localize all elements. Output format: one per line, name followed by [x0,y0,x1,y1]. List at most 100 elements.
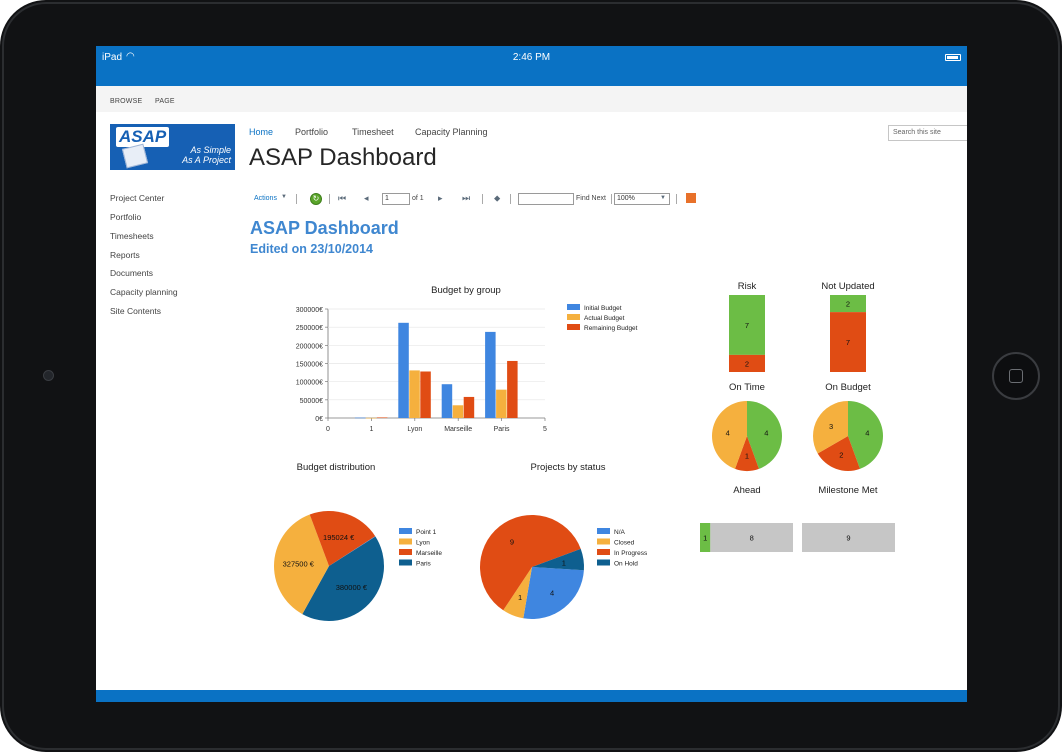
ahead-segment-label: 1 [703,534,707,543]
x-tick-label: 0 [326,426,330,433]
budget-legend-swatch-paris [399,559,412,566]
export-icon[interactable] [686,193,696,203]
status-legend-label-n-a: N/A [614,529,626,536]
bar-initial-budget-marseille [441,384,453,418]
side-nav-reports[interactable]: Reports [110,250,140,260]
actions-menu[interactable]: Actions [254,195,277,202]
back-to-parent-icon[interactable]: ⬥ [494,193,501,203]
budget-legend-swatch-point-1 [399,528,412,534]
on-time-slice-2 [712,401,747,469]
on-time-title: On Time [729,382,765,393]
logo-tagline-2: As A Project [182,155,231,165]
x-tick-label: Lyon [407,426,422,433]
not-updated-segment-0 [830,295,866,313]
budget-slice-label: 327500 € [283,560,315,569]
status-slice-n-a [523,567,584,619]
budget-legend-label-paris: Paris [416,561,432,568]
side-nav-documents[interactable]: Documents [110,268,153,278]
bar-remaining-budget-1 [376,417,388,419]
legend-swatch-actual-budget [567,314,580,320]
y-tick-label: 0€ [315,416,323,423]
toolbar-divider [510,194,511,204]
logo-word: ASAP [116,127,170,147]
page-count-label: of 1 [412,195,424,202]
find-next-link[interactable]: Find Next [576,195,606,202]
home-square-icon [1009,369,1023,383]
budget-slice-point-1 [329,536,376,566]
toolbar-divider [482,194,483,204]
bar-actual-budget-paris [496,389,507,418]
status-legend-label-closed: Closed [614,540,635,547]
side-nav-portfolio[interactable]: Portfolio [110,212,142,222]
ahead-segment-0 [700,523,711,552]
report-title: ASAP Dashboard [250,218,399,238]
clock: 2:46 PM [512,52,551,63]
not-updated-title: Not Updated [821,281,874,292]
top-nav-capacity-planning[interactable]: Capacity Planning [415,127,488,137]
top-nav-home[interactable]: Home [249,127,274,137]
y-tick-label: 250000€ [296,325,323,332]
status-bar: iPad ◠ 2:46 PM [96,46,967,86]
carrier-label: iPad [102,52,123,63]
bar-actual-budget-lyon [409,370,420,418]
status-legend-label-in-progress: In Progress [614,550,648,557]
budget-slice-paris [302,536,384,621]
page-title: ASAP Dashboard [249,144,437,171]
first-page-icon[interactable]: ⏮ [338,193,347,203]
status-slice-in-progress [480,515,581,611]
refresh-icon[interactable]: ↻ [310,193,322,205]
risk-segment-1 [729,354,765,372]
top-nav-portfolio[interactable]: Portfolio [295,127,329,137]
side-nav-project-center[interactable]: Project Center [110,193,165,203]
page-number-input[interactable]: 1 [382,193,410,205]
risk-segment-0 [729,295,765,355]
asap-logo[interactable]: ASAP As Simple As A Project [110,124,235,170]
previous-page-icon[interactable]: ◂ [364,193,369,203]
last-page-icon[interactable]: ⏭ [462,193,471,203]
toolbar-divider [329,194,330,204]
screen: iPad ◠ 2:46 PM BROWSE PAGE ASAP As Simpl… [96,46,967,702]
report-subtitle: Edited on 23/10/2014 [250,242,373,256]
wifi-icon: ◠ [126,51,135,62]
on-time-slice-label: 4 [726,429,730,438]
not-updated-segment-label: 2 [846,300,850,309]
ahead-segment-label: 8 [750,534,754,543]
status-slice-on-hold [532,548,584,571]
zoom-dropdown-icon[interactable]: ▼ [660,195,666,201]
toolbar-divider [676,194,677,204]
ribbon-tab-browse[interactable]: BROWSE [110,98,143,105]
next-page-icon[interactable]: ▸ [438,193,443,203]
bar-remaining-budget-paris [507,360,518,418]
logo-tagline-1: As Simple [190,145,231,155]
on-budget-slice-0 [848,401,883,469]
dashboard-charts: Budget by group 300000€250000€200000€150… [274,281,895,621]
milestone-met-title: Milestone Met [818,485,877,496]
search-input[interactable]: Search this site [888,125,967,141]
top-nav-timesheet[interactable]: Timesheet [352,127,394,137]
ribbon-tab-page[interactable]: PAGE [155,98,175,105]
bar-initial-budget-1 [354,417,366,419]
budget-slice-marseille [309,511,376,566]
y-tick-label: 50000€ [300,398,323,405]
budget-legend-label-point-1: Point 1 [416,529,437,536]
chevron-down-icon[interactable]: ▼ [281,194,287,200]
home-button[interactable] [992,352,1040,400]
on-budget-title: On Budget [825,382,871,393]
side-nav-site-contents[interactable]: Site Contents [110,306,162,316]
status-slice-label: 4 [550,588,554,597]
on-time-slice-label: 1 [745,452,749,461]
budget-legend-swatch-marseille [399,549,412,555]
zoom-select[interactable]: 100% [614,193,670,205]
side-nav-capacity-planning[interactable]: Capacity planning [110,287,178,297]
budget-distribution-title: Budget distribution [297,462,376,473]
side-nav-timesheets[interactable]: Timesheets [110,231,154,241]
budget-legend-label-lyon: Lyon [416,540,430,547]
ahead-title: Ahead [733,485,760,496]
find-input[interactable] [518,193,574,205]
budget-by-group-title: Budget by group [431,285,501,296]
bar-actual-budget-marseille [452,405,464,418]
document-icon [121,143,149,169]
status-slice-label: 1 [518,593,522,602]
x-tick-label: 5 [543,426,547,433]
on-time-slice-label: 4 [764,429,768,438]
